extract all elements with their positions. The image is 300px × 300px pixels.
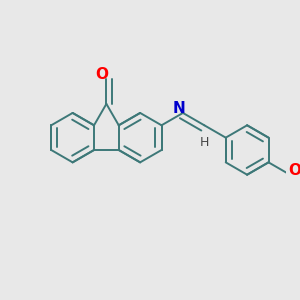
Text: O: O [288,163,300,178]
Text: N: N [172,101,185,116]
Text: H: H [200,136,209,149]
Text: O: O [95,67,109,82]
